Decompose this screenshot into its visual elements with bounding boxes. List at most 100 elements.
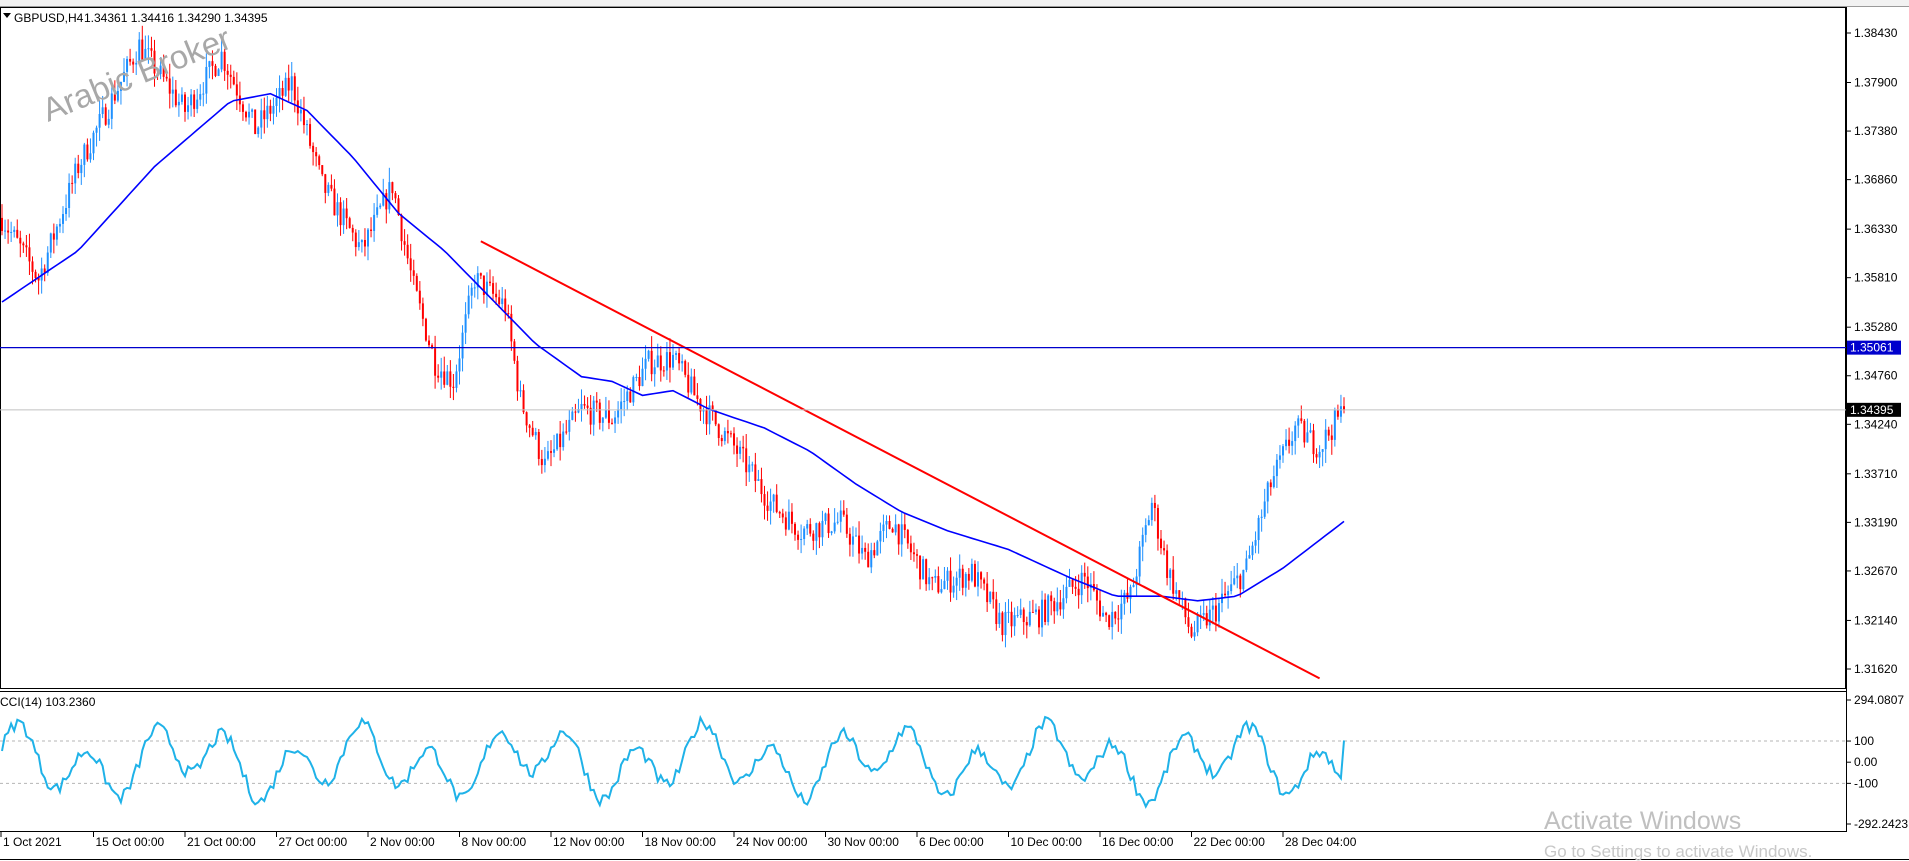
- candle: [598, 398, 601, 430]
- candle: [501, 286, 504, 309]
- activate-windows-subtitle: Go to Settings to activate Windows.: [1544, 842, 1812, 861]
- time-tick-label: 6 Dec 00:00: [919, 835, 984, 849]
- candle: [95, 125, 98, 147]
- candle: [611, 418, 613, 425]
- candle: [1083, 562, 1086, 589]
- candle: [885, 515, 888, 539]
- candle: [187, 96, 190, 120]
- trendline-group[interactable]: [480, 240, 1321, 680]
- candle: [803, 526, 806, 546]
- candle: [424, 317, 427, 342]
- candle: [269, 99, 272, 122]
- candle: [116, 77, 119, 103]
- candle: [839, 500, 842, 533]
- candle: [882, 514, 885, 543]
- candle: [1336, 404, 1339, 420]
- candle: [1233, 565, 1236, 586]
- candle: [1114, 611, 1117, 625]
- candle: [470, 282, 473, 309]
- chart-header: GBPUSD,H4 1.34361 1.34416 1.34290 1.3439…: [3, 11, 268, 25]
- candle: [897, 523, 900, 555]
- candle: [1193, 620, 1196, 641]
- candle: [1169, 568, 1172, 591]
- candle: [1333, 407, 1336, 447]
- candle: [266, 95, 269, 128]
- candle: [159, 57, 162, 80]
- candle: [153, 39, 156, 87]
- candle: [574, 403, 577, 422]
- candle: [437, 364, 440, 383]
- candle: [943, 566, 946, 590]
- candle: [1245, 550, 1248, 573]
- candle: [168, 63, 171, 109]
- candle: [77, 154, 80, 179]
- candle: [1038, 606, 1040, 635]
- candle: [412, 259, 415, 285]
- candle: [177, 93, 180, 117]
- candle: [1269, 479, 1272, 496]
- downtrend-line[interactable]: [480, 240, 1321, 680]
- symbol-menu-triangle-icon[interactable]: [3, 13, 11, 18]
- candle: [202, 82, 205, 107]
- candle: [1205, 605, 1208, 629]
- candle: [1288, 427, 1291, 454]
- candle: [824, 512, 827, 525]
- candle: [385, 189, 388, 224]
- candle: [418, 281, 421, 310]
- candle: [973, 560, 976, 588]
- candle: [257, 126, 260, 138]
- time-axis: 1 Oct 2021 15 Oct 00:00 21 Oct 00:00 27 Oct…: [0, 832, 1357, 849]
- candle: [617, 401, 620, 424]
- candle: [373, 203, 376, 242]
- price-tick-label: 1.36330: [1854, 222, 1898, 236]
- candle: [333, 179, 336, 216]
- candle: [687, 362, 690, 398]
- candle: [1303, 418, 1306, 448]
- cci-line: [1, 714, 1345, 809]
- candle: [855, 527, 857, 537]
- candle: [129, 48, 132, 66]
- candle: [71, 175, 74, 194]
- candle: [589, 394, 592, 435]
- candle: [25, 235, 28, 257]
- candle: [1211, 597, 1214, 625]
- candle: [912, 542, 915, 562]
- candle: [571, 407, 574, 421]
- horizontal-level-group[interactable]: 1.35061 1.34395: [0, 340, 1901, 417]
- candle: [659, 346, 662, 382]
- candle: [28, 233, 31, 275]
- candle: [55, 224, 58, 246]
- candle: [1275, 453, 1278, 488]
- candle: [16, 219, 19, 239]
- candle: [891, 527, 894, 533]
- candle: [513, 338, 516, 364]
- candle: [620, 388, 623, 424]
- candle: [763, 485, 766, 520]
- candle: [312, 142, 315, 166]
- candle: [534, 427, 537, 440]
- candle: [98, 100, 101, 141]
- candle: [49, 232, 52, 258]
- candle: [873, 542, 876, 559]
- activate-windows-title: Activate Windows: [1544, 807, 1741, 835]
- candle: [672, 344, 674, 370]
- candle: [510, 305, 513, 351]
- candle: [440, 357, 443, 390]
- candle: [1028, 600, 1031, 627]
- candle: [668, 338, 671, 383]
- candle: [1150, 497, 1153, 526]
- candle: [1230, 570, 1233, 595]
- candle: [720, 434, 723, 447]
- candle: [400, 213, 403, 251]
- candle: [92, 130, 95, 161]
- candle: [446, 365, 449, 386]
- candle: [726, 419, 729, 444]
- candle: [1053, 597, 1056, 624]
- candle: [940, 579, 943, 594]
- candle: [113, 80, 116, 105]
- candle: [1172, 556, 1175, 600]
- candle: [1138, 541, 1141, 585]
- candle: [641, 357, 644, 387]
- candle: [693, 368, 696, 396]
